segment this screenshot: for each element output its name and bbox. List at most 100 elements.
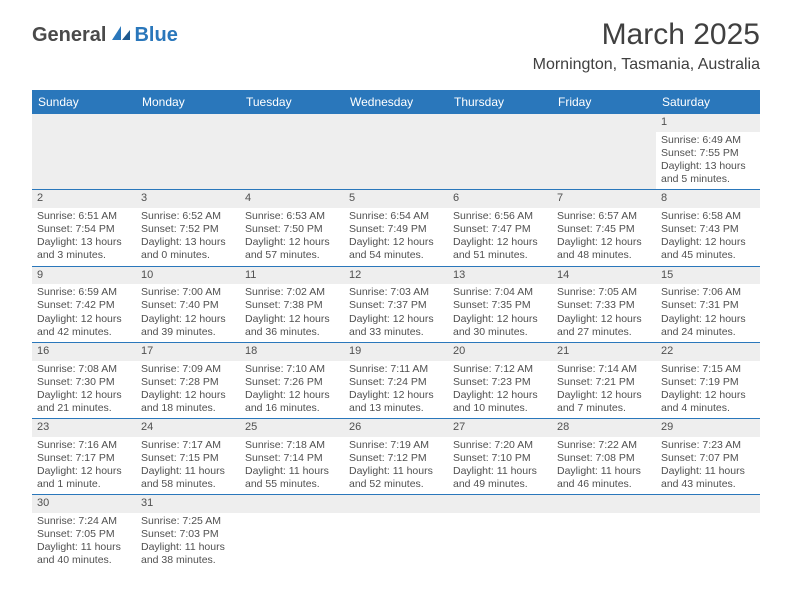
sunset-text: Sunset: 7:24 PM <box>349 376 443 389</box>
calendar-day: 14Sunrise: 7:05 AMSunset: 7:33 PMDayligh… <box>552 267 656 343</box>
calendar-day: 27Sunrise: 7:20 AMSunset: 7:10 PMDayligh… <box>448 419 552 495</box>
daylight-text: Daylight: 11 hours and 40 minutes. <box>37 541 131 567</box>
sunrise-text: Sunrise: 7:00 AM <box>141 286 235 299</box>
sunrise-text: Sunrise: 7:17 AM <box>141 439 235 452</box>
sunrise-text: Sunrise: 7:03 AM <box>349 286 443 299</box>
day-number: 20 <box>448 343 552 361</box>
calendar-day: 11Sunrise: 7:02 AMSunset: 7:38 PMDayligh… <box>240 267 344 343</box>
calendar-day: 19Sunrise: 7:11 AMSunset: 7:24 PMDayligh… <box>344 343 448 419</box>
daylight-text: Daylight: 12 hours and 33 minutes. <box>349 313 443 339</box>
sunset-text: Sunset: 7:07 PM <box>661 452 755 465</box>
daylight-text: Daylight: 11 hours and 46 minutes. <box>557 465 651 491</box>
calendar-day: 25Sunrise: 7:18 AMSunset: 7:14 PMDayligh… <box>240 419 344 495</box>
daylight-text: Daylight: 12 hours and 16 minutes. <box>245 389 339 415</box>
sunset-text: Sunset: 7:54 PM <box>37 223 131 236</box>
sunset-text: Sunset: 7:19 PM <box>661 376 755 389</box>
sunset-text: Sunset: 7:12 PM <box>349 452 443 465</box>
sunrise-text: Sunrise: 7:10 AM <box>245 363 339 376</box>
daylight-text: Daylight: 13 hours and 3 minutes. <box>37 236 131 262</box>
location-subtitle: Mornington, Tasmania, Australia <box>533 56 760 74</box>
daylight-text: Daylight: 12 hours and 21 minutes. <box>37 389 131 415</box>
calendar-empty-day <box>656 495 760 571</box>
calendar-empty-day <box>240 114 344 190</box>
calendar-day: 9Sunrise: 6:59 AMSunset: 7:42 PMDaylight… <box>32 267 136 343</box>
daylight-text: Daylight: 12 hours and 39 minutes. <box>141 313 235 339</box>
calendar-day: 7Sunrise: 6:57 AMSunset: 7:45 PMDaylight… <box>552 190 656 266</box>
calendar-day: 1Sunrise: 6:49 AMSunset: 7:55 PMDaylight… <box>656 114 760 190</box>
day-number: 16 <box>32 343 136 361</box>
day-number: 30 <box>32 495 136 513</box>
daylight-text: Daylight: 11 hours and 43 minutes. <box>661 465 755 491</box>
day-number: 23 <box>32 419 136 437</box>
weekday-header: Friday <box>552 90 656 114</box>
weekday-header: Thursday <box>448 90 552 114</box>
sunset-text: Sunset: 7:08 PM <box>557 452 651 465</box>
day-number: 12 <box>344 267 448 285</box>
day-number: 21 <box>552 343 656 361</box>
daylight-text: Daylight: 12 hours and 13 minutes. <box>349 389 443 415</box>
day-number: 31 <box>136 495 240 513</box>
empty-day-bar <box>448 495 552 513</box>
calendar-day: 21Sunrise: 7:14 AMSunset: 7:21 PMDayligh… <box>552 343 656 419</box>
day-number: 14 <box>552 267 656 285</box>
day-number: 24 <box>136 419 240 437</box>
day-number: 11 <box>240 267 344 285</box>
sunset-text: Sunset: 7:17 PM <box>37 452 131 465</box>
sunrise-text: Sunrise: 7:04 AM <box>453 286 547 299</box>
calendar-empty-day <box>136 114 240 190</box>
sunrise-text: Sunrise: 6:52 AM <box>141 210 235 223</box>
calendar-empty-day <box>344 495 448 571</box>
sunrise-text: Sunrise: 7:15 AM <box>661 363 755 376</box>
sunrise-text: Sunrise: 7:25 AM <box>141 515 235 528</box>
sunset-text: Sunset: 7:55 PM <box>661 147 755 160</box>
calendar-day: 12Sunrise: 7:03 AMSunset: 7:37 PMDayligh… <box>344 267 448 343</box>
sunset-text: Sunset: 7:15 PM <box>141 452 235 465</box>
sunset-text: Sunset: 7:26 PM <box>245 376 339 389</box>
calendar-day: 20Sunrise: 7:12 AMSunset: 7:23 PMDayligh… <box>448 343 552 419</box>
calendar-day: 18Sunrise: 7:10 AMSunset: 7:26 PMDayligh… <box>240 343 344 419</box>
sunrise-text: Sunrise: 6:54 AM <box>349 210 443 223</box>
calendar-day: 2Sunrise: 6:51 AMSunset: 7:54 PMDaylight… <box>32 190 136 266</box>
page-title: March 2025 <box>533 18 760 52</box>
weekday-header: Tuesday <box>240 90 344 114</box>
calendar-day: 5Sunrise: 6:54 AMSunset: 7:49 PMDaylight… <box>344 190 448 266</box>
sunset-text: Sunset: 7:30 PM <box>37 376 131 389</box>
day-number: 13 <box>448 267 552 285</box>
logo: General Blue <box>32 24 178 47</box>
calendar-day: 3Sunrise: 6:52 AMSunset: 7:52 PMDaylight… <box>136 190 240 266</box>
calendar-day: 22Sunrise: 7:15 AMSunset: 7:19 PMDayligh… <box>656 343 760 419</box>
day-number: 2 <box>32 190 136 208</box>
daylight-text: Daylight: 12 hours and 51 minutes. <box>453 236 547 262</box>
daylight-text: Daylight: 12 hours and 42 minutes. <box>37 313 131 339</box>
sunrise-text: Sunrise: 7:11 AM <box>349 363 443 376</box>
day-number: 8 <box>656 190 760 208</box>
sunrise-text: Sunrise: 7:18 AM <box>245 439 339 452</box>
daylight-text: Daylight: 12 hours and 30 minutes. <box>453 313 547 339</box>
calendar-day: 28Sunrise: 7:22 AMSunset: 7:08 PMDayligh… <box>552 419 656 495</box>
sunrise-text: Sunrise: 7:05 AM <box>557 286 651 299</box>
daylight-text: Daylight: 12 hours and 10 minutes. <box>453 389 547 415</box>
sunset-text: Sunset: 7:23 PM <box>453 376 547 389</box>
calendar-empty-day <box>448 114 552 190</box>
sunrise-text: Sunrise: 7:20 AM <box>453 439 547 452</box>
calendar-day: 30Sunrise: 7:24 AMSunset: 7:05 PMDayligh… <box>32 495 136 571</box>
calendar-empty-day <box>344 114 448 190</box>
daylight-text: Daylight: 12 hours and 36 minutes. <box>245 313 339 339</box>
sunset-text: Sunset: 7:37 PM <box>349 299 443 312</box>
daylight-text: Daylight: 12 hours and 57 minutes. <box>245 236 339 262</box>
sunrise-text: Sunrise: 7:23 AM <box>661 439 755 452</box>
day-number: 7 <box>552 190 656 208</box>
day-number: 26 <box>344 419 448 437</box>
daylight-text: Daylight: 11 hours and 52 minutes. <box>349 465 443 491</box>
calendar-day: 24Sunrise: 7:17 AMSunset: 7:15 PMDayligh… <box>136 419 240 495</box>
sunrise-text: Sunrise: 7:09 AM <box>141 363 235 376</box>
sunset-text: Sunset: 7:42 PM <box>37 299 131 312</box>
sunrise-text: Sunrise: 7:16 AM <box>37 439 131 452</box>
sunrise-text: Sunrise: 6:57 AM <box>557 210 651 223</box>
weekday-header: Monday <box>136 90 240 114</box>
title-block: March 2025 Mornington, Tasmania, Austral… <box>533 18 760 74</box>
empty-day-bar <box>240 495 344 513</box>
daylight-text: Daylight: 12 hours and 4 minutes. <box>661 389 755 415</box>
calendar-empty-day <box>552 114 656 190</box>
daylight-text: Daylight: 12 hours and 45 minutes. <box>661 236 755 262</box>
